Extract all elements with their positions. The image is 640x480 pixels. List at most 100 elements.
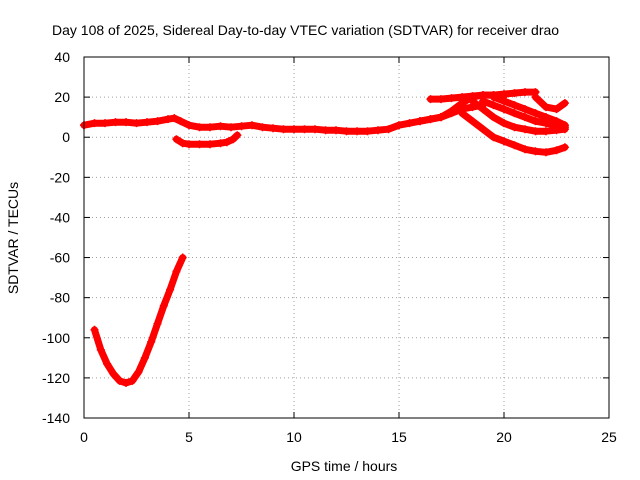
data-point-marker xyxy=(195,140,204,149)
series-rise-c xyxy=(416,101,487,126)
data-point-marker xyxy=(96,345,105,354)
data-point-marker xyxy=(479,125,487,134)
data-point-marker xyxy=(542,148,550,157)
data-point-marker xyxy=(437,95,445,104)
data-point-marker xyxy=(384,125,393,134)
data-point-marker xyxy=(222,138,231,147)
data-point-marker xyxy=(229,135,238,144)
data-point-marker xyxy=(103,359,112,368)
data-point-marker xyxy=(111,118,120,127)
data-point-marker xyxy=(101,119,109,128)
data-point-marker xyxy=(552,146,561,155)
data-point-marker xyxy=(128,376,137,385)
data-point-marker xyxy=(140,353,149,362)
data-point-marker xyxy=(447,94,456,103)
data-point-marker xyxy=(521,113,529,122)
data-point-marker xyxy=(90,325,99,334)
data-point-marker xyxy=(521,145,529,154)
data-point-marker xyxy=(560,121,569,130)
data-point-marker xyxy=(172,267,181,276)
data-point-marker xyxy=(279,125,288,134)
data-point-marker xyxy=(531,93,540,102)
data-point-marker xyxy=(521,125,529,134)
data-point-marker xyxy=(426,95,435,104)
series-low-arc xyxy=(90,253,187,387)
y-axis-label: SDTVAR / TECUs xyxy=(5,182,21,294)
data-point-marker xyxy=(269,124,277,133)
data-point-marker xyxy=(500,137,508,146)
data-point-marker xyxy=(531,109,540,118)
data-point-marker xyxy=(542,113,550,122)
data-point-marker xyxy=(153,117,162,126)
data-point-marker xyxy=(233,131,242,140)
x-tick-label: 20 xyxy=(496,429,512,445)
data-point-marker xyxy=(479,105,487,114)
data-point-marker xyxy=(447,109,456,118)
data-point-marker xyxy=(134,367,143,376)
data-point-marker xyxy=(560,143,569,152)
data-point-marker xyxy=(237,122,246,131)
x-tick-label: 10 xyxy=(286,429,302,445)
y-tick-label: 0 xyxy=(62,129,70,145)
data-point-marker xyxy=(500,105,508,114)
series-fall-e xyxy=(531,93,569,114)
data-point-marker xyxy=(115,376,124,385)
y-tick-label: -80 xyxy=(50,290,70,306)
data-point-marker xyxy=(500,97,508,106)
data-point-marker xyxy=(164,115,172,124)
data-point-marker xyxy=(332,126,340,135)
x-tick-label: 0 xyxy=(80,429,88,445)
y-tick-label: -120 xyxy=(42,370,70,386)
data-point-marker xyxy=(510,123,519,132)
data-point-marker xyxy=(122,378,130,387)
data-point-marker xyxy=(489,93,498,102)
data-point-marker xyxy=(542,103,550,112)
data-point-marker xyxy=(531,147,540,156)
series-dip-segment xyxy=(172,131,242,149)
data-point-marker xyxy=(172,135,181,144)
data-point-marker xyxy=(300,125,309,134)
data-point-marker xyxy=(426,115,435,124)
data-point-marker xyxy=(248,121,256,130)
plot-frame xyxy=(83,56,610,419)
data-point-marker xyxy=(195,123,204,132)
data-point-marker xyxy=(468,117,477,126)
data-point-marker xyxy=(542,127,550,136)
data-point-marker xyxy=(216,139,225,148)
data-point-marker xyxy=(178,139,187,148)
data-point-marker xyxy=(122,118,130,127)
data-point-marker xyxy=(90,119,99,128)
data-point-marker xyxy=(311,125,319,134)
data-point-marker xyxy=(531,117,540,126)
data-point-marker xyxy=(560,99,569,108)
data-point-marker xyxy=(416,117,424,126)
series-fall-b xyxy=(468,97,569,136)
y-tick-label: -20 xyxy=(50,169,70,185)
chart-title: Day 108 of 2025, Sidereal Day-to-day VTE… xyxy=(52,22,559,38)
data-point-marker xyxy=(510,141,519,150)
data-point-marker xyxy=(489,133,498,142)
y-tick-label: -100 xyxy=(42,330,70,346)
series-fall-d xyxy=(489,93,569,130)
data-point-marker xyxy=(374,126,382,135)
data-point-marker xyxy=(159,301,168,310)
data-point-marker xyxy=(290,125,298,134)
data-point-marker xyxy=(206,123,214,132)
grid-lines xyxy=(84,57,609,418)
x-tick-label: 25 xyxy=(601,429,617,445)
data-point-marker xyxy=(510,89,519,98)
data-point-marker xyxy=(458,109,466,118)
data-point-marker xyxy=(166,285,175,294)
data-point-marker xyxy=(510,109,519,118)
data-point-marker xyxy=(500,119,508,128)
y-tick-label: 40 xyxy=(54,49,70,65)
x-axis-label: GPS time / hours xyxy=(291,458,398,474)
data-point-marker xyxy=(552,117,561,126)
data-point-marker xyxy=(258,123,267,132)
data-point-marker xyxy=(437,113,445,122)
y-tick-label: -40 xyxy=(50,209,70,225)
axis-ticks: 0 5 10 15 20 25 -140 -120 -100 -80 -60 -40 -20 0 20 40 xyxy=(42,49,617,445)
data-point-marker xyxy=(395,121,403,130)
